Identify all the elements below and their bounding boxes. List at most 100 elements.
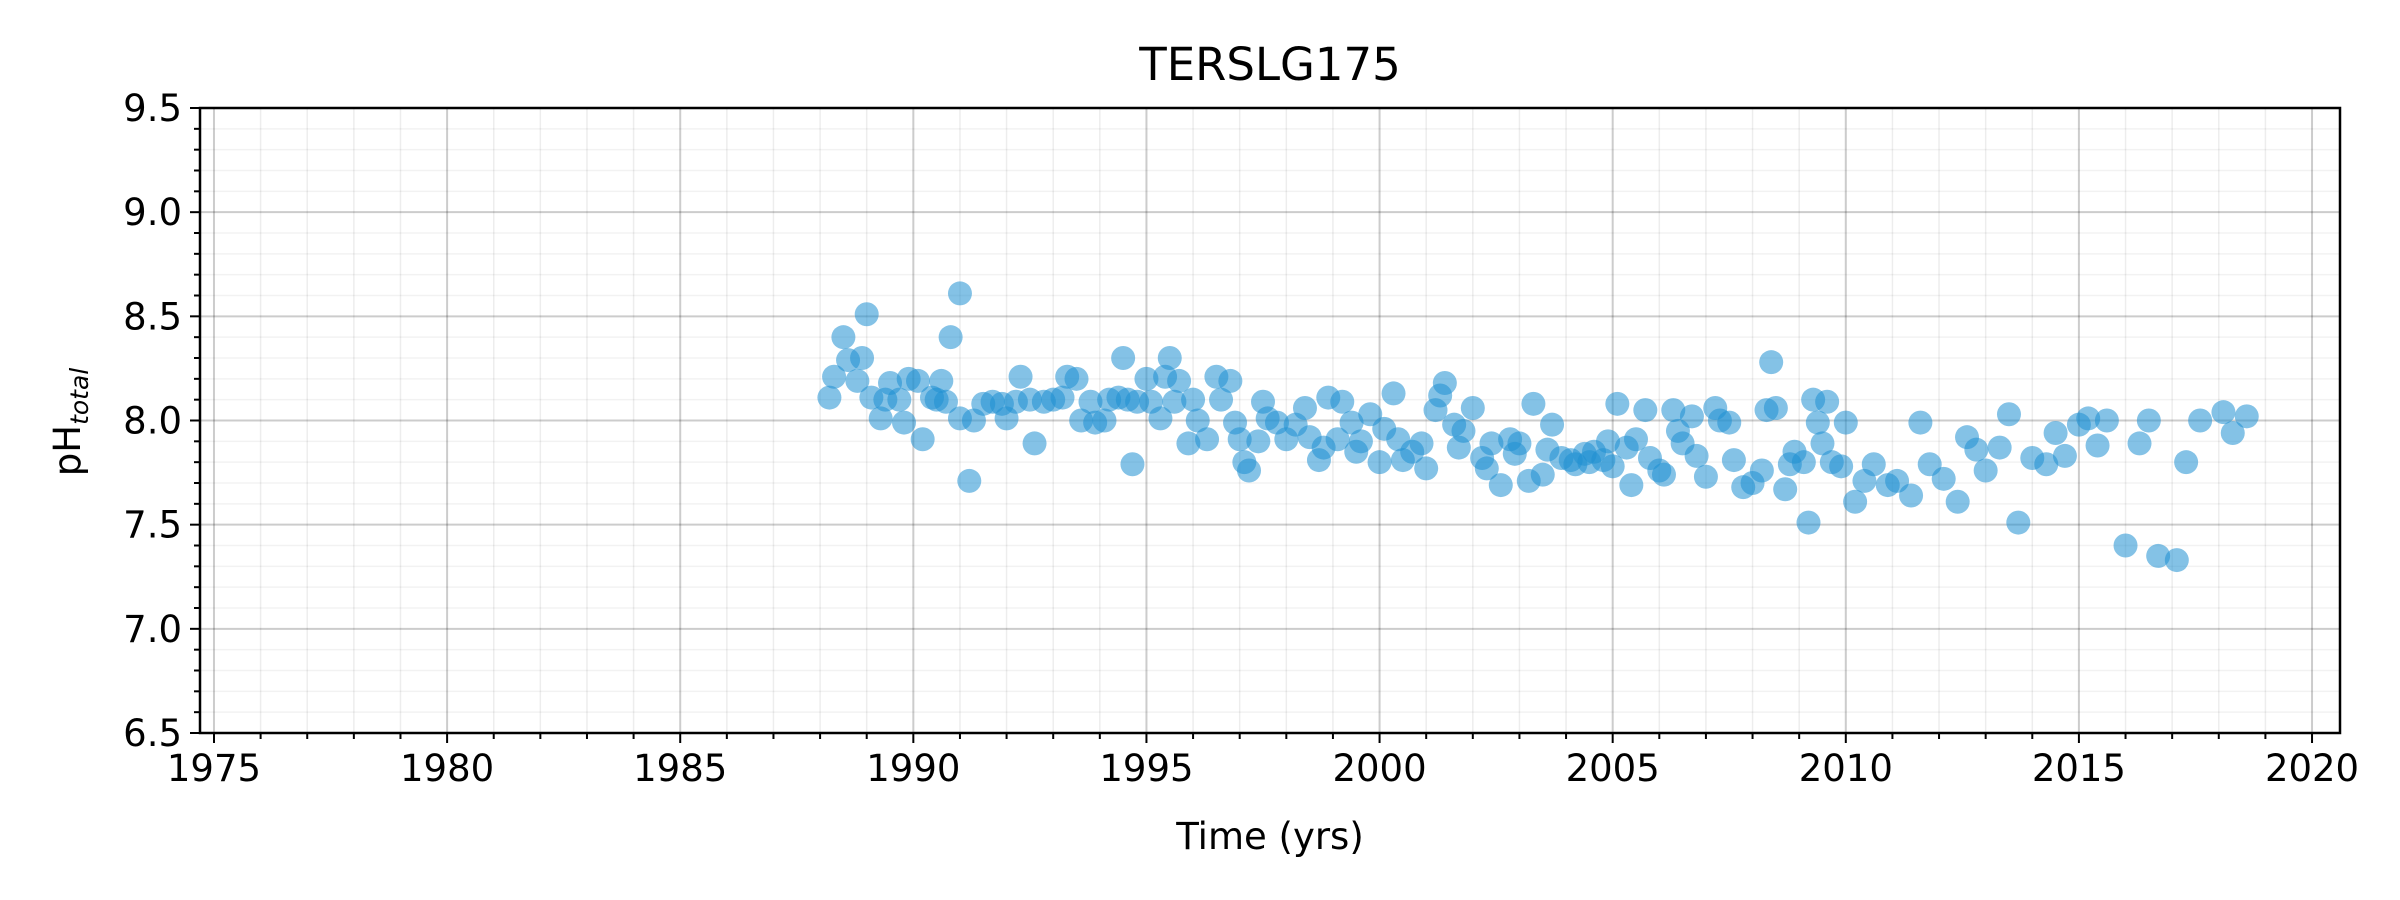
data-point xyxy=(1805,410,1830,435)
data-point xyxy=(1367,450,1392,475)
data-point xyxy=(2127,431,2152,456)
data-point xyxy=(1619,473,1644,498)
data-point xyxy=(868,406,893,431)
data-point xyxy=(1134,366,1159,391)
x-tick-label: 2010 xyxy=(1799,747,1893,790)
x-tick-label: 1975 xyxy=(167,747,261,790)
data-point xyxy=(822,364,847,389)
data-point xyxy=(1521,391,1546,416)
x-tick-label: 2000 xyxy=(1332,747,1426,790)
data-point xyxy=(1964,437,1989,462)
data-point xyxy=(1605,391,1630,416)
data-point xyxy=(1474,456,1499,481)
y-tick-label: 8.5 xyxy=(123,295,182,338)
data-point xyxy=(1540,412,1565,437)
data-point xyxy=(1815,389,1840,414)
y-tick-label: 7.0 xyxy=(123,608,182,651)
data-point xyxy=(1596,429,1621,454)
data-point xyxy=(2043,421,2068,445)
data-point xyxy=(1078,389,1103,414)
data-point xyxy=(1861,452,1886,477)
data-point xyxy=(1763,396,1788,420)
data-point xyxy=(1050,385,1075,410)
data-point xyxy=(1176,431,1201,456)
data-point xyxy=(1833,410,1858,435)
x-tick-label: 1995 xyxy=(1099,747,1193,790)
data-point xyxy=(1246,429,1271,454)
y-tick-label: 7.5 xyxy=(123,504,182,547)
data-point xyxy=(2234,404,2259,429)
data-point xyxy=(1195,427,1220,452)
data-point xyxy=(1162,389,1187,414)
data-point xyxy=(1120,452,1145,477)
y-axis-label: pHtotal xyxy=(46,368,94,477)
y-axis-label-subscript: total xyxy=(65,368,94,425)
data-point xyxy=(1414,456,1439,481)
x-tick-label: 1980 xyxy=(400,747,494,790)
data-point xyxy=(1479,431,1504,456)
data-point xyxy=(2076,406,2101,431)
data-point xyxy=(817,385,842,410)
data-point xyxy=(1721,448,1746,473)
data-point xyxy=(1829,454,1854,479)
x-tick-label: 1985 xyxy=(633,747,727,790)
data-point xyxy=(1996,402,2021,427)
data-point xyxy=(2034,452,2059,477)
data-point xyxy=(854,302,879,327)
data-point xyxy=(957,468,982,493)
data-point xyxy=(1339,410,1364,435)
data-point xyxy=(1773,477,1798,502)
data-point xyxy=(1899,483,1924,508)
data-point xyxy=(887,387,912,412)
chart-title: TERSLG175 xyxy=(1138,38,1401,91)
y-axis-label-main: pH xyxy=(46,425,89,476)
data-point xyxy=(905,368,930,393)
data-point xyxy=(1185,408,1210,433)
data-point xyxy=(1148,406,1173,431)
data-point xyxy=(2174,450,2199,475)
data-point xyxy=(1167,368,1192,393)
data-point xyxy=(2211,400,2236,425)
y-axis: 6.5 7.0 7.5 8.0 8.5 9.0 9.5 xyxy=(123,87,200,755)
data-point xyxy=(929,368,954,393)
data-point xyxy=(1507,431,1532,456)
x-axis: 1975 1980 1985 1990 1995 2000 2005 2010 2015 2020 xyxy=(167,733,2359,790)
data-point xyxy=(2220,421,2245,445)
data-point xyxy=(1633,398,1658,423)
data-point xyxy=(2052,443,2077,468)
data-point xyxy=(1600,454,1625,479)
data-point xyxy=(1092,408,1117,433)
data-point xyxy=(1022,431,1047,456)
data-point xyxy=(1945,489,1970,514)
data-point xyxy=(1409,431,1434,456)
data-point xyxy=(1759,350,1784,375)
data-point xyxy=(850,346,875,370)
data-point xyxy=(2085,433,2110,458)
data-point xyxy=(1796,510,1821,535)
data-point xyxy=(910,427,935,452)
data-point xyxy=(1530,462,1555,487)
data-point xyxy=(2006,510,2031,535)
data-point xyxy=(892,410,917,435)
data-point xyxy=(2146,543,2171,568)
y-tick-label: 6.5 xyxy=(123,712,182,755)
data-point xyxy=(1749,458,1774,483)
y-tick-label: 9.0 xyxy=(123,191,182,234)
data-point xyxy=(1325,427,1350,452)
data-point xyxy=(2136,408,2161,433)
data-point xyxy=(1810,431,1835,456)
data-point xyxy=(1292,396,1317,420)
data-point xyxy=(947,281,972,306)
data-point xyxy=(1908,410,1933,435)
data-point xyxy=(2164,548,2189,573)
x-axis-label: Time (yrs) xyxy=(1175,815,1364,858)
data-point xyxy=(1218,368,1243,393)
data-point xyxy=(1330,389,1355,414)
data-point xyxy=(1451,418,1476,443)
data-point xyxy=(1227,427,1252,452)
x-tick-label: 2020 xyxy=(2265,747,2359,790)
data-point xyxy=(1381,381,1406,406)
x-tick-label: 2015 xyxy=(2032,747,2126,790)
data-point xyxy=(1348,429,1373,454)
